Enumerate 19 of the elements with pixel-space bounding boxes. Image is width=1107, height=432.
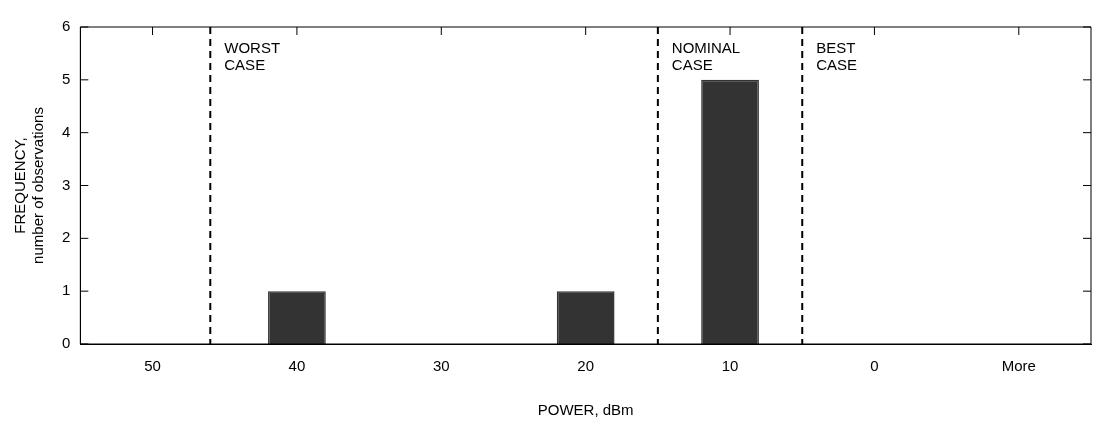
x-tick-label: 40 <box>288 357 306 375</box>
y-axis-title: FREQUENCY, number of observations <box>11 107 47 264</box>
y-tick-label: 3 <box>62 175 71 193</box>
x-tick-label: More <box>1001 357 1036 375</box>
x-tick-label: 30 <box>432 357 450 375</box>
x-tick-label: 10 <box>721 357 739 375</box>
annotation: WORST CASE <box>224 38 281 73</box>
x-axis-title: POWER, dBm <box>537 401 634 419</box>
y-tick-label: 2 <box>62 228 71 246</box>
x-tick-label: 20 <box>577 357 595 375</box>
annotation: BEST CASE <box>816 38 858 73</box>
x-tick-label: 50 <box>144 357 161 375</box>
x-tick-label: 0 <box>870 357 879 375</box>
y-tick-label: 4 <box>62 122 71 140</box>
annotation: NOMINAL CASE <box>671 38 741 73</box>
y-tick-label: 6 <box>62 17 71 35</box>
y-tick-label: 1 <box>62 281 71 299</box>
y-tick-label: 0 <box>62 334 71 352</box>
y-tick-label: 5 <box>62 69 71 87</box>
